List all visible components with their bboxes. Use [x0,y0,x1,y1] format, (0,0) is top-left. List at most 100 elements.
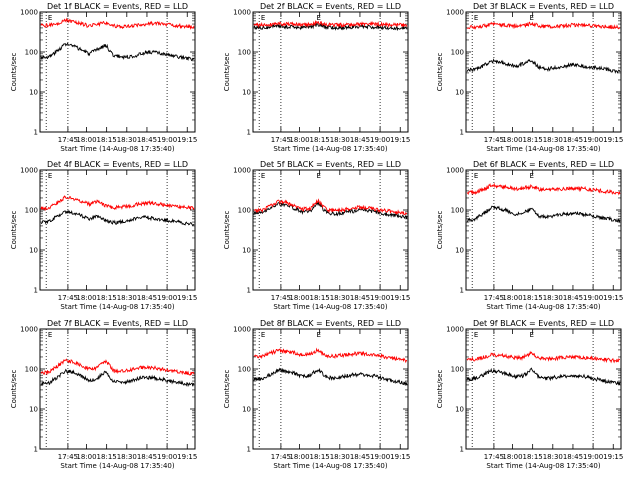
x-tick-label: 19:15 [177,136,197,144]
events-series-line [40,368,195,388]
x-tick-label: 17:45 [484,136,504,144]
y-tick-label: 1 [34,287,38,295]
x-tick-label: 18:00 [502,453,522,461]
plot-frame [252,328,409,450]
events-series-line [40,209,195,226]
x-tick-label: 19:00 [370,294,390,302]
plot-frame [39,11,196,133]
y-axis-label: Counts/sec [223,370,231,409]
detector-panel-9: Det 9f BLACK = Events, RED = LLD 1 10 100 10… [436,319,623,470]
x-tick-label: 18:30 [543,136,563,144]
y-tick-label: 10 [29,406,38,414]
x-tick-label: 19:15 [177,453,197,461]
detector-panel-7: Det 7f BLACK = Events, RED = LLD 1 10 100 10… [10,319,321,470]
event-marker-label: E [474,331,478,339]
panel-title: Det 5f BLACK = Events, RED = LLD [260,160,401,169]
panel-title: Det 8f BLACK = Events, RED = LLD [260,319,401,328]
event-marker-label: E [530,331,534,339]
y-tick-label: 1 [247,287,251,295]
x-tick-label: 19:00 [583,294,603,302]
event-marker-label: E [48,172,52,180]
y-tick-label: 1000 [233,326,251,334]
x-tick-label: 19:15 [390,453,410,461]
x-tick-label: 18:30 [117,294,137,302]
y-axis-label: Counts/sec [10,53,18,92]
event-marker-label: E [474,172,478,180]
x-tick-label: 18:15 [310,136,330,144]
y-tick-label: 100 [25,49,38,57]
panel-title: Det 6f BLACK = Events, RED = LLD [473,160,614,169]
event-marker-label: E [317,172,321,180]
event-marker-label: E [261,331,265,339]
event-marker-label: E [530,14,534,22]
events-series-line [253,367,408,387]
lld-series-line [253,198,408,216]
x-tick-label: 19:15 [603,136,623,144]
x-tick-label: 18:00 [76,136,96,144]
x-tick-label: 18:00 [289,294,309,302]
event-marker-label: E [474,14,478,22]
x-axis-label: Start Time (14-Aug-08 17:35:40) [60,303,174,311]
events-series-line [253,22,408,32]
x-tick-label: 19:00 [370,136,390,144]
x-tick-label: 18:15 [97,294,117,302]
event-marker-label: E [48,331,52,339]
x-tick-label: 18:30 [330,136,350,144]
y-tick-label: 100 [238,49,251,57]
x-tick-label: 18:30 [543,453,563,461]
event-marker-label: E [48,14,52,22]
y-tick-label: 1000 [20,9,38,17]
x-tick-label: 18:15 [310,294,330,302]
x-tick-label: 18:30 [117,453,137,461]
panel-title: Det 4f BLACK = Events, RED = LLD [47,160,188,169]
x-tick-label: 19:00 [370,453,390,461]
events-series-line [466,205,621,224]
detector-panel-3: Det 3f BLACK = Events, RED = LLD 1 10 100 10… [436,2,623,153]
y-tick-label: 1 [460,287,464,295]
y-tick-label: 1000 [233,9,251,17]
lld-series-line [40,17,195,30]
y-tick-label: 10 [242,89,251,97]
detector-panel-6: Det 6f BLACK = Events, RED = LLD 1 10 100 10… [436,160,623,311]
x-tick-label: 19:00 [583,453,603,461]
x-tick-label: 17:45 [271,136,291,144]
lld-series-line [253,19,408,29]
y-tick-label: 10 [242,247,251,255]
y-tick-label: 1000 [20,326,38,334]
x-tick-label: 19:15 [390,136,410,144]
x-tick-label: 18:45 [563,294,583,302]
plot-frame [465,11,622,133]
lld-series-line [40,358,195,376]
panel-title: Det 3f BLACK = Events, RED = LLD [473,2,614,11]
x-tick-label: 18:00 [76,453,96,461]
lld-series-line [466,350,621,364]
plot-frame [252,11,409,133]
x-tick-label: 18:45 [563,453,583,461]
y-tick-label: 10 [455,89,464,97]
x-tick-label: 18:45 [137,294,157,302]
event-marker-label: E [317,14,321,22]
detector-panel-2: Det 2f BLACK = Events, RED = LLD 1 10 100 10… [223,2,534,153]
x-axis-label: Start Time (14-Aug-08 17:35:40) [60,462,174,470]
lld-series-line [253,347,408,364]
detector-panel-1: Det 1f BLACK = Events, RED = LLD 1 10 100 10… [10,2,321,153]
y-tick-label: 1000 [446,9,464,17]
y-tick-label: 100 [238,207,251,215]
x-tick-label: 17:45 [271,294,291,302]
x-tick-label: 17:45 [58,294,78,302]
detector-panel-5: Det 5f BLACK = Events, RED = LLD 1 10 100 10… [223,160,534,311]
x-tick-label: 18:15 [97,136,117,144]
y-tick-label: 100 [451,49,464,57]
x-tick-label: 19:15 [390,294,410,302]
x-tick-label: 18:00 [289,136,309,144]
lld-series-line [466,21,621,30]
panel-title: Det 1f BLACK = Events, RED = LLD [47,2,188,11]
y-tick-label: 10 [242,406,251,414]
detector-panel-4: Det 4f BLACK = Events, RED = LLD 1 10 100 10… [10,160,321,311]
plot-frame [465,169,622,291]
x-tick-label: 17:45 [271,453,291,461]
events-series-line [253,200,408,220]
x-tick-label: 18:00 [76,294,96,302]
y-axis-label: Counts/sec [223,211,231,250]
